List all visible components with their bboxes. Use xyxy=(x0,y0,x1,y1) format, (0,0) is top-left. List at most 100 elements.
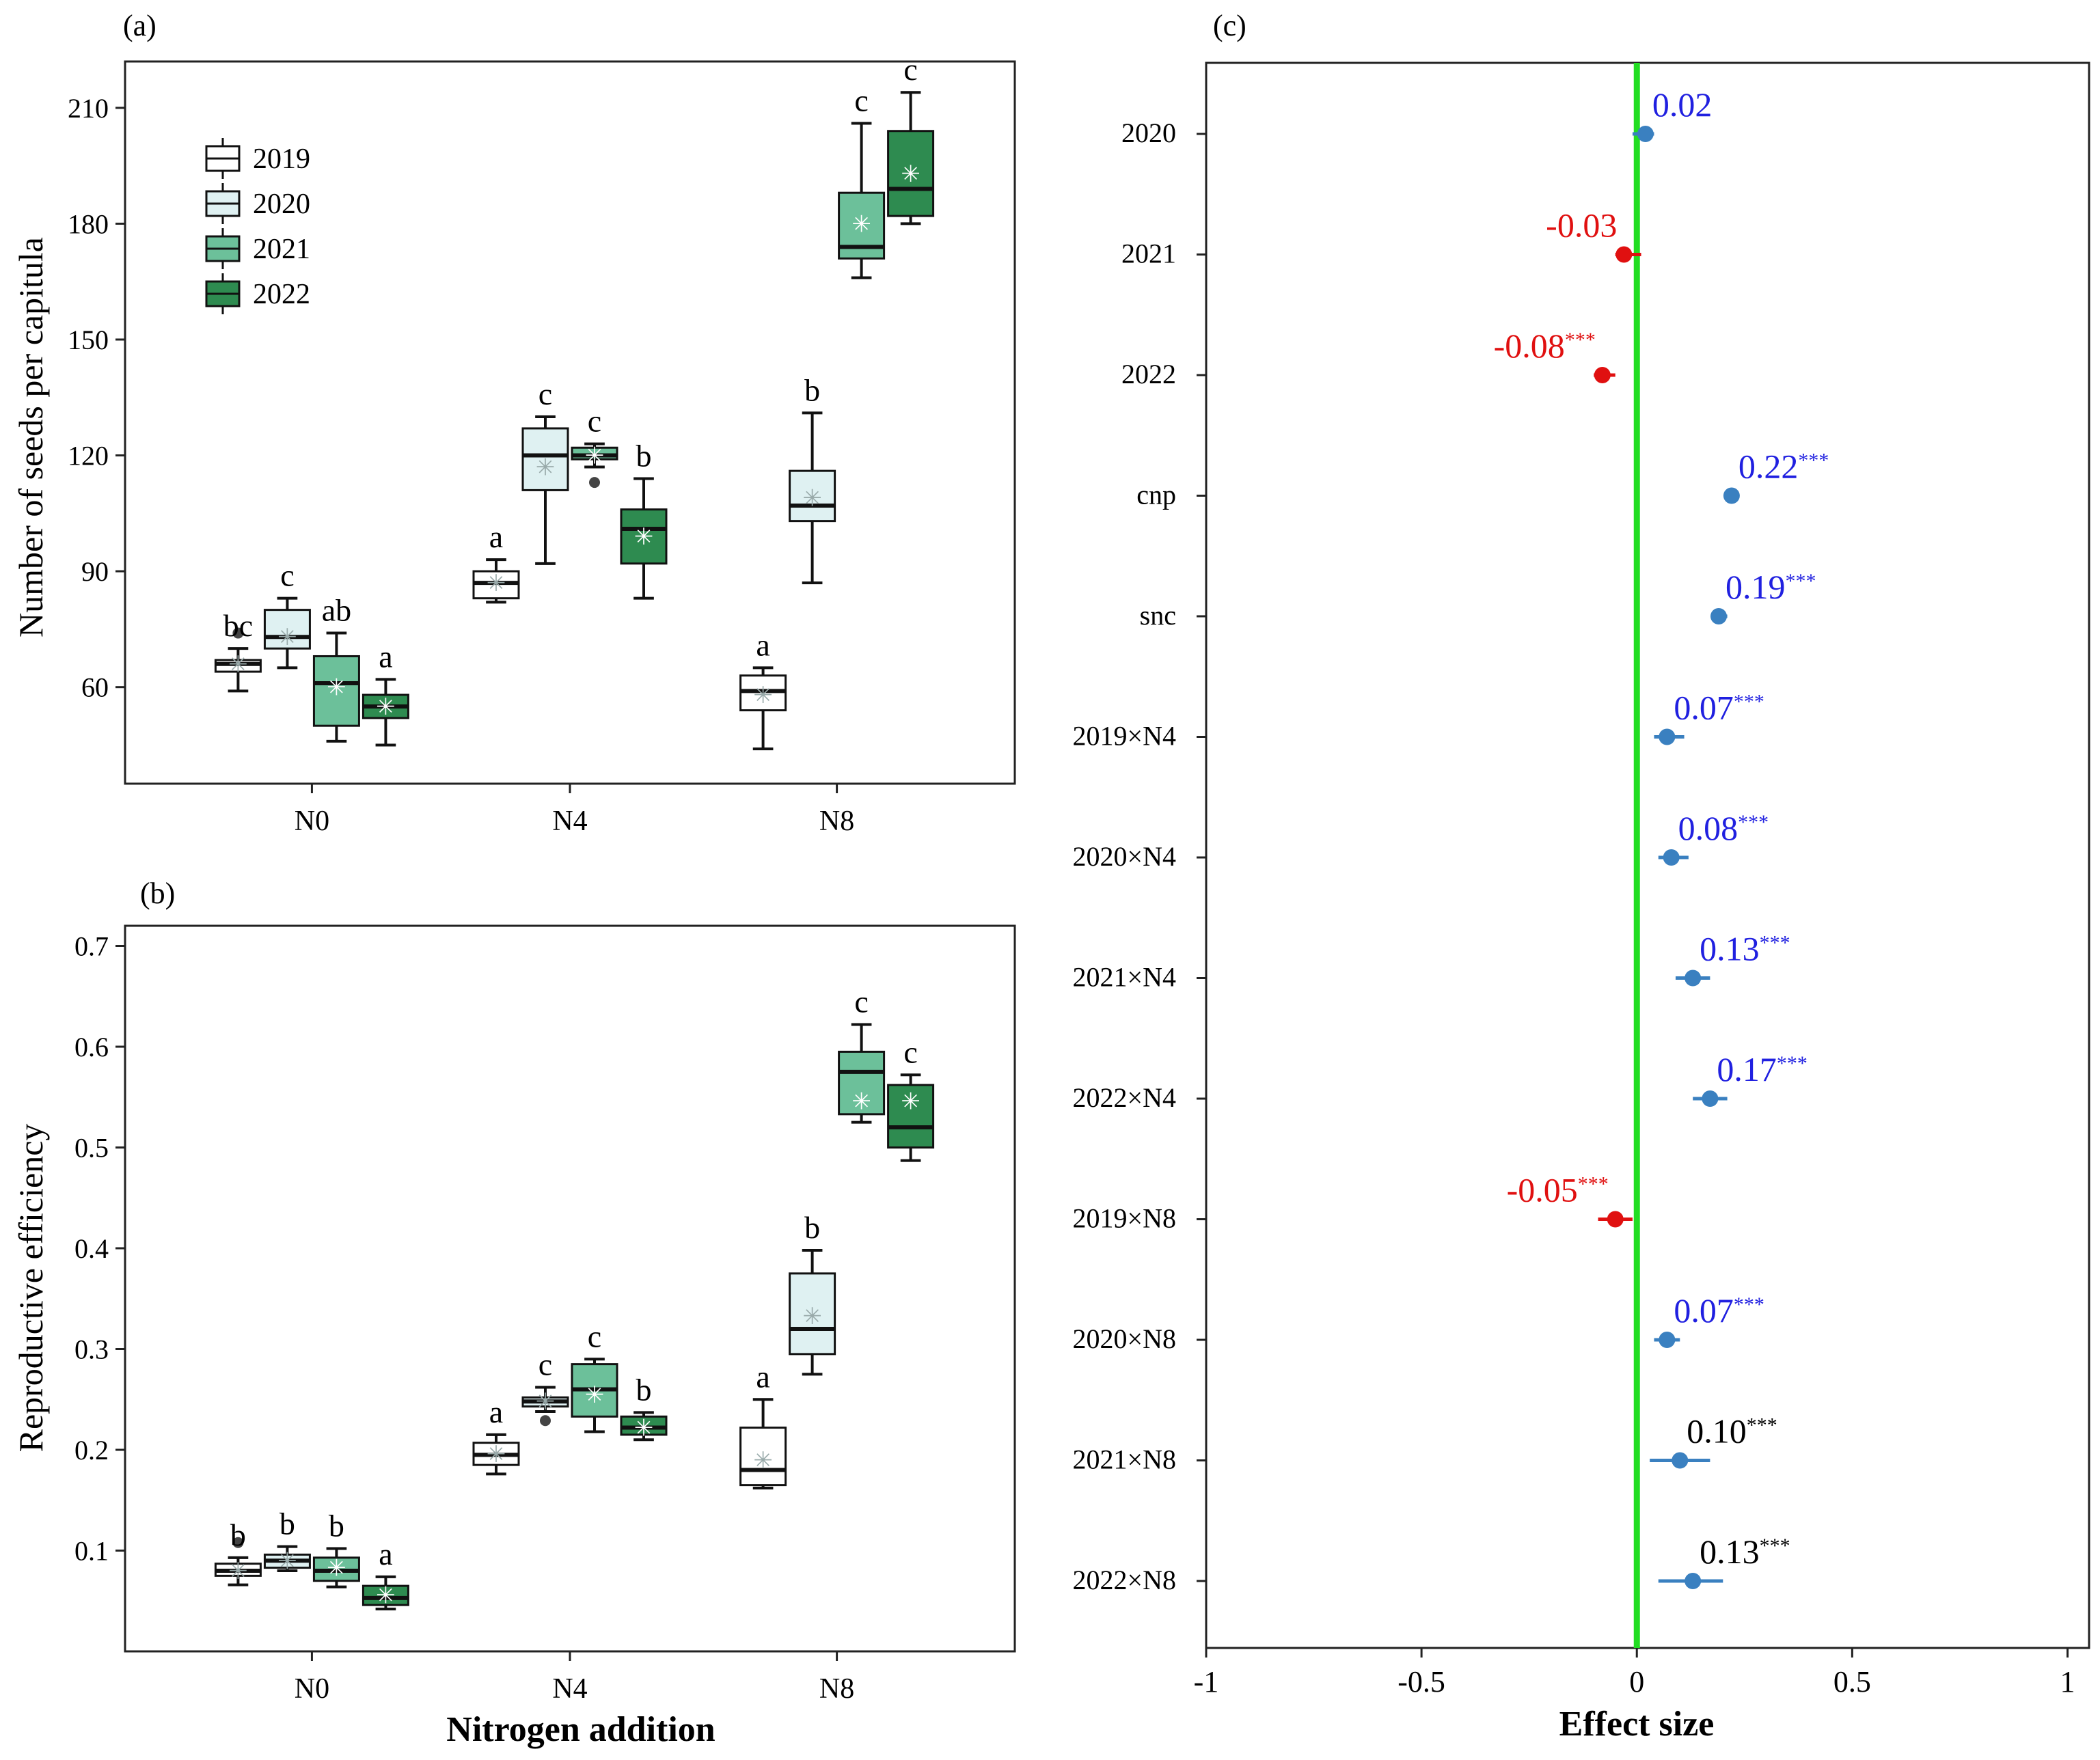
estimate-point xyxy=(1710,608,1727,624)
box-N4-2022: ✳b xyxy=(620,438,668,600)
box-outlier xyxy=(232,627,244,639)
panel-b-y-axis: 0.1 0.2 0.3 0.4 0.5 0.6 0.7 xyxy=(74,931,125,1567)
box-significance-letter: c xyxy=(854,985,868,1019)
significance-stars: *** xyxy=(1734,1293,1764,1316)
estimate-value: -0.08 xyxy=(1494,327,1565,365)
box-significance-letter: a xyxy=(379,1537,392,1571)
x-tick-label: N4 xyxy=(552,806,587,837)
significance-stars: *** xyxy=(1760,1535,1790,1557)
term-label: 2022 xyxy=(1121,359,1176,389)
x-tick-label: N0 xyxy=(295,1673,329,1705)
x-tick-label: -1 xyxy=(1194,1665,1219,1699)
box-mean-marker: ✳ xyxy=(585,1383,605,1408)
box-significance-letter: a xyxy=(379,639,392,674)
box-significance-letter: c xyxy=(903,1034,917,1069)
estimate-point xyxy=(1723,487,1740,504)
box-N0-2019: ✳ bc xyxy=(214,608,262,693)
box-mean-marker: ✳ xyxy=(228,652,248,678)
estimate-2022×N8: 0.13*** xyxy=(1658,1532,1790,1589)
term-label: 2020 xyxy=(1121,118,1176,148)
significance-stars: *** xyxy=(1565,329,1596,351)
estimate-cnp: 0.22*** xyxy=(1723,448,1829,504)
y-tick-label: 0.6 xyxy=(74,1032,109,1062)
term-label: 2022×N4 xyxy=(1073,1082,1176,1113)
estimate-value: 0.07 xyxy=(1674,689,1734,727)
estimate-label: 0.17*** xyxy=(1717,1050,1808,1088)
box-body xyxy=(521,427,569,491)
box-N8-2020: ✳b xyxy=(789,1210,836,1376)
box-mean-marker: ✳ xyxy=(753,683,773,709)
panel-b-label: (b) xyxy=(140,877,175,910)
box-mean-marker: ✳ xyxy=(634,1416,654,1442)
legend-label: 2019 xyxy=(253,143,310,175)
estimate-2021: -0.03 xyxy=(1546,206,1641,263)
significance-stars: *** xyxy=(1777,1052,1808,1075)
estimate-value: 0.22 xyxy=(1738,448,1799,486)
term-label: 2020×N8 xyxy=(1073,1323,1176,1354)
box-significance-letter: b xyxy=(279,1507,295,1541)
estimate-2020×N8: 0.07*** xyxy=(1654,1291,1764,1348)
panel-b-efficiency-boxplot: (b) Reproductive efficiency 0.1 0.2 0.3 0.4… xyxy=(12,877,1016,1749)
term-label: 2022×N8 xyxy=(1073,1565,1176,1595)
panel-b-boxes: ✳b✳b✳b✳a✳a ✳c✳c✳b✳a✳b✳c✳c xyxy=(214,985,935,1611)
panel-b-xlabel: Nitrogen addition xyxy=(446,1710,715,1749)
estimate-point xyxy=(1615,246,1633,263)
box-mean-marker: ✳ xyxy=(487,1442,506,1468)
estimate-label: 0.19*** xyxy=(1726,568,1816,606)
estimate-point xyxy=(1702,1090,1719,1107)
box-mean-marker: ✳ xyxy=(802,1304,822,1330)
estimate-point xyxy=(1659,1332,1676,1348)
estimate-label: 0.07*** xyxy=(1674,689,1764,727)
box-N8-2019: ✳a xyxy=(739,1359,787,1490)
box-mean-marker: ✳ xyxy=(536,456,556,481)
box-significance-letter: c xyxy=(538,1347,552,1382)
estimate-2019×N8: -0.05*** xyxy=(1507,1171,1633,1228)
x-tick-label: 1 xyxy=(2060,1665,2075,1699)
box-N4-2021: ✳c xyxy=(571,404,618,489)
term-label: 2019×N8 xyxy=(1073,1203,1176,1234)
box-significance-letter: c xyxy=(280,558,294,593)
box-N8-2020: ✳b xyxy=(789,372,836,585)
estimate-label: 0.02 xyxy=(1652,85,1713,124)
significance-stars: *** xyxy=(1785,570,1816,592)
box-N0-2022: ✳a xyxy=(362,639,409,747)
term-label: snc xyxy=(1140,600,1176,631)
box-mean-marker: ✳ xyxy=(851,212,871,237)
estimate-2020: 0.02 xyxy=(1632,85,1713,142)
estimate-label: -0.05*** xyxy=(1507,1171,1609,1209)
box-mean-marker: ✳ xyxy=(585,444,605,469)
estimate-2021×N4: 0.13*** xyxy=(1675,930,1790,987)
box-body xyxy=(312,655,360,727)
estimate-value: 0.19 xyxy=(1726,568,1786,606)
estimate-label: 0.22*** xyxy=(1738,448,1829,486)
box-significance-letter: b xyxy=(636,1372,652,1407)
box-N4-2020: ✳c xyxy=(521,1347,569,1427)
y-tick-label: 0.3 xyxy=(74,1334,109,1365)
x-tick-label: 0 xyxy=(1629,1665,1644,1699)
box-mean-marker: ✳ xyxy=(901,162,921,187)
legend-item-2020: 2020 xyxy=(205,183,310,224)
y-tick-label: 0.2 xyxy=(74,1435,109,1466)
box-N0-2022: ✳a xyxy=(362,1537,409,1611)
box-significance-letter: a xyxy=(489,519,503,554)
box-mean-marker: ✳ xyxy=(327,676,346,701)
box-body xyxy=(887,130,935,217)
y-tick-label: 60 xyxy=(81,672,109,703)
term-label: 2021×N8 xyxy=(1073,1444,1176,1475)
panel-c-forest-plot: (c) 2020 2021 2022 cnp snc 2019×N4 2020×N4 2021… xyxy=(1073,9,2090,1744)
estimate-point xyxy=(1594,367,1611,383)
estimate-2022×N4: 0.17*** xyxy=(1693,1050,1808,1107)
estimate-value: 0.17 xyxy=(1717,1050,1777,1088)
y-tick-label: 90 xyxy=(81,556,109,587)
box-N8-2021: ✳c xyxy=(838,985,886,1124)
box-mean-marker: ✳ xyxy=(228,1559,248,1584)
term-label: 2021 xyxy=(1121,238,1176,269)
box-mean-marker: ✳ xyxy=(376,695,396,720)
estimate-point xyxy=(1672,1452,1689,1469)
box-body xyxy=(620,508,668,565)
box-significance-letter: b xyxy=(804,1210,820,1245)
estimate-point xyxy=(1685,970,1702,987)
box-significance-letter: a xyxy=(756,1359,769,1394)
x-tick-label: N0 xyxy=(295,806,329,837)
term-label: 2021×N4 xyxy=(1073,962,1176,993)
